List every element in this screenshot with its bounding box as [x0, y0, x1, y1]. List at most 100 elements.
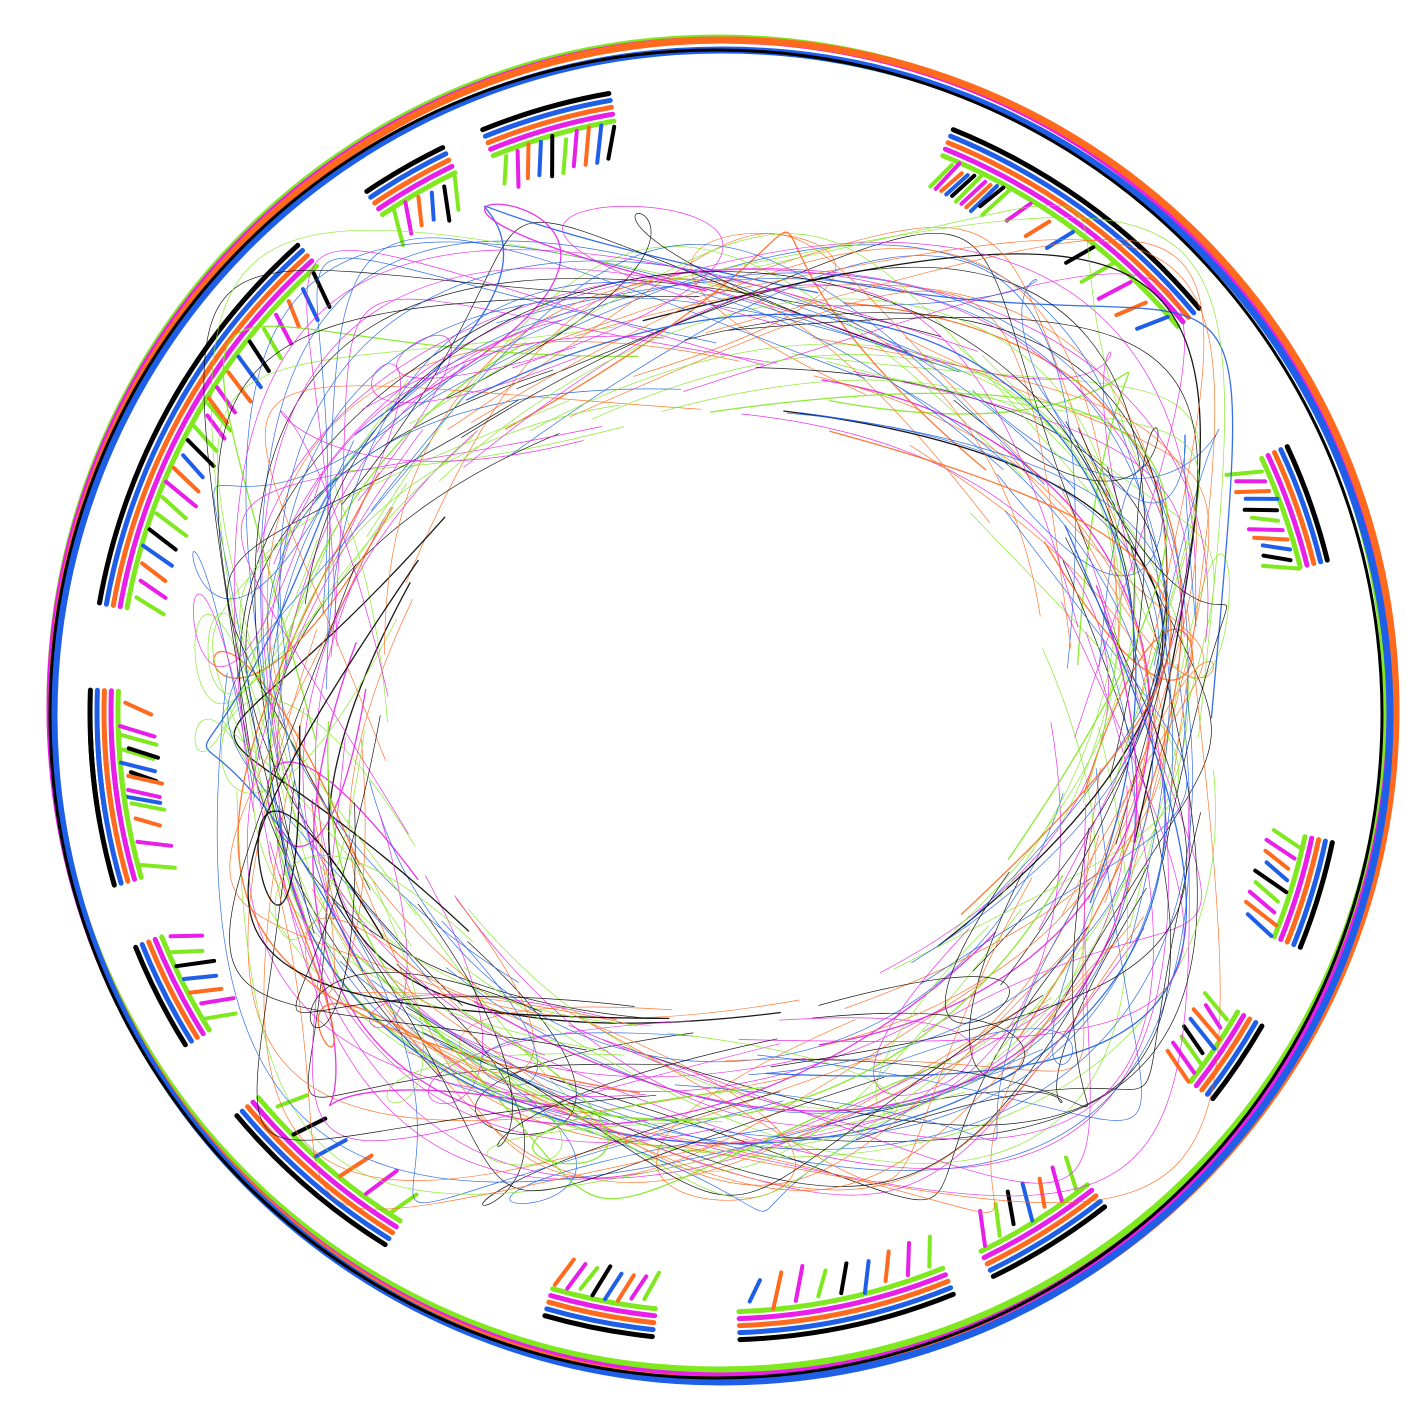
feature-tick [185, 438, 216, 468]
feature-tick [389, 1192, 419, 1215]
feature-tick [226, 370, 253, 404]
link-chord [311, 888, 1039, 1183]
link-chord [239, 400, 570, 916]
feature-tick [978, 1209, 987, 1248]
feature-arc [108, 730, 123, 820]
link-chord [418, 244, 1168, 657]
link-chord [276, 840, 1049, 1180]
link-chord [263, 707, 882, 1181]
link-chord [326, 282, 1004, 690]
link-chord [394, 939, 1078, 1186]
feature-arc [997, 179, 1181, 329]
link-chord [569, 290, 1072, 649]
feature-tick [160, 495, 188, 521]
link-chord [295, 715, 635, 1013]
link-chord [371, 877, 625, 1104]
link-chord [439, 298, 1122, 804]
feature-tick [950, 173, 977, 198]
link-chord [558, 877, 1033, 1183]
link-chord [268, 770, 1216, 1158]
feature-tick [1252, 535, 1290, 542]
link-chord [307, 768, 670, 1098]
link-chord [269, 335, 665, 1056]
feature-arc [234, 1113, 388, 1248]
feature-track-ring [87, 91, 1335, 1343]
feature-arc [485, 104, 614, 146]
feature-tick [1203, 1003, 1223, 1030]
feature-tick [126, 746, 160, 760]
link-chord [856, 812, 1202, 1141]
link-chord [349, 599, 800, 1019]
link-chord [853, 371, 1188, 930]
link-chord [1032, 377, 1197, 628]
feature-arc [376, 163, 455, 212]
feature-arc [125, 376, 188, 500]
feature-arc [1272, 450, 1317, 566]
feature-arc [146, 939, 200, 1040]
feature-arc [940, 153, 1003, 185]
feature-arc [1297, 840, 1335, 950]
feature-tick [578, 1266, 600, 1291]
feature-tick [954, 174, 983, 204]
link-chord [194, 539, 318, 802]
link-chord [1058, 483, 1215, 901]
feature-tick [140, 561, 168, 583]
link-chord [355, 953, 952, 1200]
feature-arc [110, 499, 144, 608]
link-chord [277, 297, 960, 920]
link-chord [463, 727, 1128, 1164]
link-chord [369, 811, 617, 1028]
link-chord [681, 603, 1221, 1203]
link-chord [315, 507, 946, 1092]
feature-tick [1182, 1024, 1205, 1056]
link-chord [207, 538, 331, 790]
feature-tick [311, 271, 332, 309]
feature-arc [1284, 444, 1330, 563]
link-chord [516, 232, 1089, 550]
link-chord [919, 510, 1187, 985]
feature-tick [1271, 828, 1303, 850]
link-chord [829, 430, 1172, 916]
feature-tick [771, 1270, 784, 1311]
outer-ring-series-5 [48, 48, 1384, 1380]
feature-tick [642, 1270, 662, 1302]
link-chord [757, 768, 1142, 1121]
feature-arc [1284, 837, 1322, 945]
feature-tick [927, 1234, 932, 1269]
feature-arc [1199, 1016, 1253, 1093]
feature-arc [548, 1293, 658, 1319]
feature-tick [1171, 1040, 1197, 1075]
feature-tick [862, 1259, 871, 1295]
feature-tick [1050, 1165, 1064, 1203]
feature-tick [537, 139, 543, 178]
feature-tick [1247, 889, 1277, 915]
link-chord [752, 204, 1166, 522]
feature-arc [1265, 453, 1310, 568]
feature-tick [1064, 245, 1096, 265]
feature-tick [883, 1249, 891, 1283]
link-chord [213, 364, 466, 761]
feature-tick [392, 208, 405, 248]
feature-arc [1259, 455, 1303, 570]
link-chord [260, 240, 972, 703]
link-chord [812, 872, 1025, 1079]
link-chord [693, 239, 1216, 785]
link-chord [394, 925, 1131, 1191]
link-chord [353, 205, 819, 436]
feature-tick [141, 543, 174, 568]
link-chord [233, 516, 470, 932]
link-chord [371, 244, 1045, 511]
feature-tick [247, 339, 271, 373]
link-chord [357, 334, 576, 502]
feature-arc [736, 1265, 946, 1315]
link-chord [513, 227, 1131, 557]
feature-tick [262, 327, 283, 360]
link-chord [496, 278, 1171, 944]
link-chord [602, 803, 1091, 1184]
link-chord [273, 269, 1185, 637]
feature-tick [565, 1262, 588, 1291]
link-chords [192, 203, 1234, 1213]
link-chord [384, 279, 1041, 655]
feature-arc [139, 942, 194, 1044]
feature-arc [152, 936, 206, 1037]
